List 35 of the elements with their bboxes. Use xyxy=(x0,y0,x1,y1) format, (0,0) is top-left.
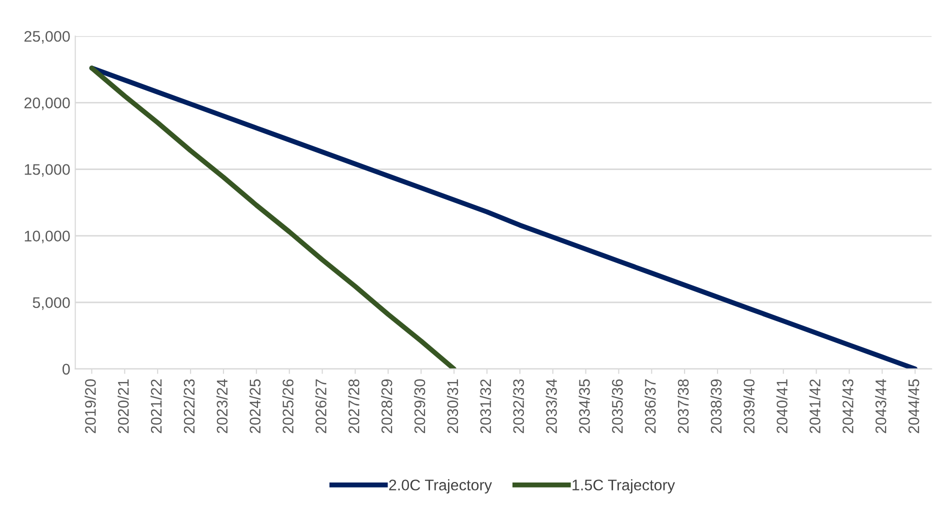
x-tick-label: 2041/42 xyxy=(809,379,820,434)
y-tick-label: 10,000 xyxy=(24,230,70,244)
x-tick-label: 2036/37 xyxy=(644,379,656,434)
x-tick-label: 2033/34 xyxy=(546,379,557,434)
x-tick-label: 2044/45 xyxy=(908,379,920,434)
legend-label: 1.5C Trajectory xyxy=(572,479,675,494)
x-tick-label: 2031/32 xyxy=(480,379,492,434)
y-tick-label: 15,000 xyxy=(24,164,70,177)
x-tick-label: 2038/39 xyxy=(710,379,722,434)
x-tick-label: 2042/43 xyxy=(842,379,854,434)
x-tick-label: 2034/35 xyxy=(578,379,590,434)
y-tick-label: 20,000 xyxy=(24,98,70,110)
x-tick-label: 2024/25 xyxy=(249,379,261,434)
line-series xyxy=(89,66,456,369)
x-tick-label: 2028/29 xyxy=(381,379,392,434)
x-tick-label: 2037/38 xyxy=(677,379,689,434)
legend-label: 2.0C Trajectory xyxy=(389,479,492,494)
x-tick-label: 2040/41 xyxy=(776,379,788,434)
x-tick-label: 2043/44 xyxy=(875,379,886,434)
x-tick-label: 2030/31 xyxy=(446,379,458,434)
y-tick-label: 5,000 xyxy=(32,297,70,310)
x-tick-label: 2022/23 xyxy=(183,379,195,434)
y-tick-label: 0 xyxy=(62,364,70,375)
x-tick-label: 2027/28 xyxy=(348,379,360,434)
x-tick-label: 2039/40 xyxy=(743,379,755,434)
x-tick-label: 2029/30 xyxy=(414,379,426,434)
x-tick-label: 2026/27 xyxy=(315,379,326,434)
x-tick-label: 2020/21 xyxy=(118,379,129,434)
x-tick-label: 2021/22 xyxy=(150,379,162,434)
x-tick-label: 2023/24 xyxy=(216,379,228,434)
x-tick-label: 2025/26 xyxy=(282,379,294,434)
y-tick-label: 25,000 xyxy=(24,30,70,44)
x-tick-label: 2019/20 xyxy=(84,379,96,434)
x-tick-label: 2035/36 xyxy=(612,379,623,434)
x-tick-label: 2032/33 xyxy=(512,379,524,434)
